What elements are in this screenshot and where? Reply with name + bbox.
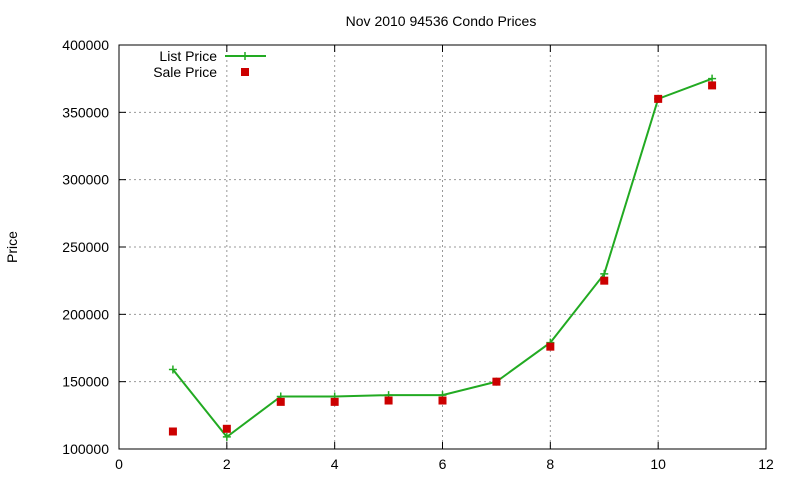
data-point-square [384,396,393,405]
axis-ticks: 0 2 4 6 8 10 12 100000 150000 200000 250000 300000 3… [62,37,774,472]
data-point-square [438,396,447,405]
x-tick-label: 10 [650,456,666,472]
data-point-plus [222,432,231,441]
legend-marker-plus [241,52,249,60]
x-tick-label: 6 [439,456,447,472]
legend-marker-square [241,68,249,76]
data-point-square [330,397,339,406]
data-point-square [276,397,285,406]
data-point-square [600,276,609,285]
legend-label: Sale Price [153,64,217,80]
grid-lines [119,45,766,449]
x-tick-label: 12 [758,456,774,472]
plot-frame [118,44,767,450]
series-sale-price [168,81,717,436]
y-tick-label: 150000 [62,374,109,390]
data-point-square [222,424,231,433]
data-point-plus [168,365,177,374]
data-point-plus [708,74,717,83]
y-tick-label: 250000 [62,239,109,255]
y-tick-label: 300000 [62,172,109,188]
y-tick-label: 350000 [62,104,109,120]
y-axis-label: Price [4,231,20,263]
y-tick-label: 100000 [62,441,109,457]
data-point-plus [600,269,609,278]
x-tick-label: 2 [223,456,231,472]
data-point-square [546,342,555,351]
y-tick-label: 200000 [62,306,109,322]
data-point-square [168,427,177,436]
series-group [168,74,717,441]
series-line [172,77,713,439]
x-tick-label: 4 [331,456,339,472]
x-tick-label: 8 [546,456,554,472]
data-point-square [708,81,717,90]
data-point-square [654,94,663,103]
y-tick-label: 400000 [62,37,109,53]
legend-label: List Price [159,48,217,64]
x-tick-label: 0 [115,456,123,472]
data-point-square [492,377,501,386]
chart-title: Nov 2010 94536 Condo Prices [346,13,537,29]
